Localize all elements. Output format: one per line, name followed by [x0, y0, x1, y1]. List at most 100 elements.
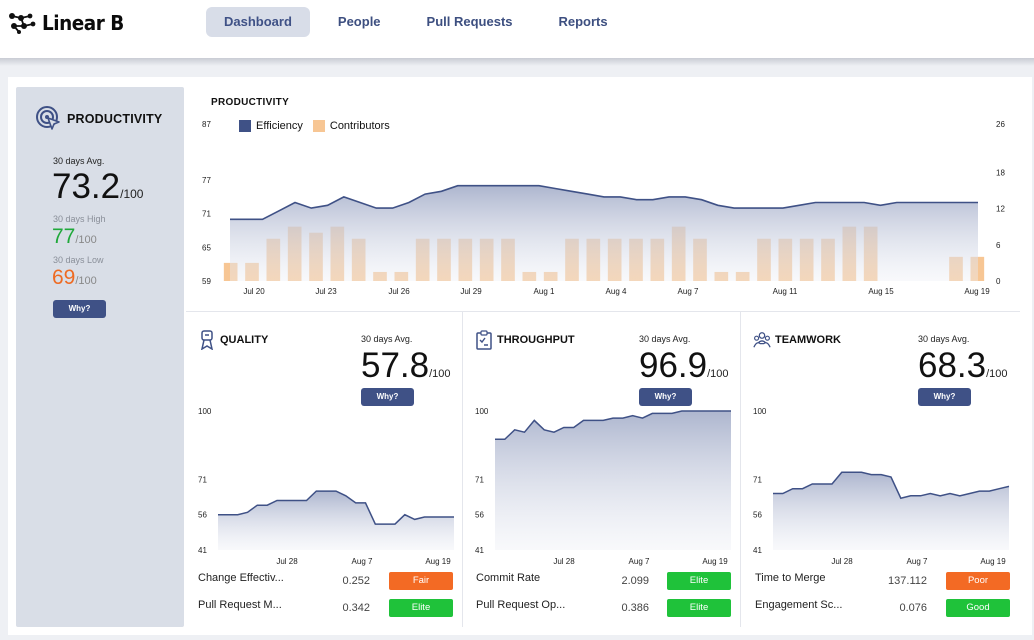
y-tick: 100 — [198, 407, 212, 416]
quality-metric-1-value: 0.252 — [342, 575, 370, 587]
low-label: 30 days Low — [53, 255, 104, 265]
nav-dashboard[interactable]: Dashboard — [206, 7, 310, 37]
y-right-tick: 26 — [996, 120, 1005, 129]
teamwork-avg-number: 68.3 — [918, 346, 987, 385]
teamwork-metric-1-name: Time to Merge — [755, 572, 826, 584]
y-left-tick: 59 — [202, 277, 211, 286]
throughput-metric-1-name: Commit Rate — [476, 572, 541, 584]
target-cursor-icon — [36, 106, 60, 130]
x-tick: Aug 7 — [678, 287, 699, 296]
productivity-chart-svg: 59 65 71 77 87 0 6 12 18 26 Jul 20 Jul 23 Jul 26 Jul … — [202, 120, 1005, 296]
y-tick: 56 — [753, 511, 762, 520]
quality-panel: QUALITY 30 days Avg. 57.8/100 Why? 41 56 7… — [186, 312, 464, 627]
teamwork-avg-unit: /100 — [986, 368, 1008, 380]
y-right-tick: 12 — [996, 205, 1005, 214]
x-tick: Aug 7 — [352, 557, 373, 566]
quality-chart: 41 56 71 100 Jul 28 Aug 7 Aug 19 — [198, 407, 454, 566]
x-tick: Aug 19 — [425, 557, 451, 566]
series-area — [495, 411, 731, 550]
teamwork-metric-2-name: Engagement Sc... — [755, 599, 843, 611]
x-tick: Jul 20 — [243, 287, 265, 296]
throughput-title: THROUGHPUT — [497, 334, 575, 346]
top-navigation-bar: Linear B Dashboard People Pull Requests … — [0, 0, 1034, 58]
throughput-avg-unit: /100 — [707, 368, 729, 380]
high-value: 77/100 — [52, 225, 97, 249]
nav-people[interactable]: People — [337, 14, 381, 29]
productivity-title: PRODUCTIVITY — [67, 112, 163, 126]
x-tick: Jul 26 — [388, 287, 410, 296]
clipboard-icon — [476, 330, 492, 350]
productivity-why-button[interactable]: Why? — [53, 300, 106, 318]
high-number: 77 — [52, 225, 76, 248]
low-unit: /100 — [75, 275, 97, 287]
linear-b-logo[interactable]: Linear B — [8, 10, 131, 36]
y-left-tick: 65 — [202, 243, 211, 252]
y-tick: 56 — [198, 511, 207, 520]
series-area — [218, 491, 454, 550]
throughput-metric-1-badge: Elite — [667, 572, 731, 590]
y-tick: 41 — [198, 546, 207, 555]
teamwork-chart: 41 56 71 100 Jul 28 Aug 7 Aug 19 — [753, 407, 1010, 566]
quality-metric-1-name: Change Effectiv... — [198, 572, 284, 584]
teamwork-metric-1-badge: Poor — [946, 572, 1010, 590]
x-tick: Aug 7 — [629, 557, 650, 566]
x-tick: Aug 19 — [980, 557, 1006, 566]
y-right-tick: 18 — [996, 168, 1005, 177]
contributors-swatch — [312, 120, 325, 132]
teamwork-why-button[interactable]: Why? — [918, 388, 971, 406]
throughput-avg-number: 96.9 — [639, 346, 708, 385]
teamwork-avg-value: 68.3/100 — [918, 346, 1008, 386]
teamwork-metric-1-value: 137.112 — [888, 575, 927, 587]
x-tick: Aug 1 — [534, 287, 555, 296]
low-value: 69/100 — [52, 266, 97, 290]
efficiency-area — [230, 185, 978, 281]
y-left-tick: 77 — [202, 176, 211, 185]
high-label: 30 days High — [53, 214, 106, 224]
chart-legend: Efficiency Contributors — [239, 120, 400, 132]
y-right-tick: 6 — [996, 241, 1001, 250]
quality-header: QUALITY — [198, 330, 268, 350]
efficiency-line — [230, 184, 978, 221]
quality-metric-2-value: 0.342 — [342, 602, 370, 614]
quality-metric-2-badge: Elite — [389, 599, 453, 617]
y-tick: 41 — [475, 546, 484, 555]
y-left-tick: 87 — [202, 120, 211, 129]
throughput-panel: THROUGHPUT 30 days Avg. 96.9/100 Why? 41… — [463, 312, 741, 627]
throughput-metric-1-value: 2.099 — [621, 575, 649, 587]
productivity-header: PRODUCTIVITY — [35, 105, 162, 133]
nav-pull-requests[interactable]: Pull Requests — [426, 14, 513, 29]
teamwork-avg-label: 30 days Avg. — [918, 334, 970, 344]
throughput-avg-label: 30 days Avg. — [639, 334, 691, 344]
quality-avg-label: 30 days Avg. — [361, 334, 413, 344]
quality-title: QUALITY — [220, 334, 269, 346]
nav-reports[interactable]: Reports — [558, 14, 608, 29]
y-tick: 71 — [475, 475, 484, 484]
throughput-header: THROUGHPUT — [475, 330, 575, 350]
throughput-metric-2-badge: Elite — [667, 599, 731, 617]
throughput-metric-2-value: 0.386 — [621, 602, 649, 614]
quality-avg-number: 57.8 — [361, 346, 430, 385]
legend-efficiency[interactable]: Efficiency — [239, 120, 303, 132]
x-tick: Aug 11 — [773, 287, 798, 296]
throughput-avg-value: 96.9/100 — [639, 346, 729, 386]
avg-unit: /100 — [120, 187, 144, 201]
legend-efficiency-label: Efficiency — [256, 120, 303, 132]
x-tick: Aug 7 — [907, 557, 928, 566]
y-tick: 41 — [753, 546, 762, 555]
y-tick: 71 — [753, 475, 762, 484]
x-tick: Jul 28 — [553, 557, 575, 566]
throughput-metric-2-name: Pull Request Op... — [476, 599, 566, 611]
avg-value: 73.2/100 — [52, 167, 143, 207]
teamwork-header: TEAMWORK — [753, 330, 841, 350]
throughput-why-button[interactable]: Why? — [639, 388, 692, 406]
main-nav: Dashboard People Pull Requests Reports — [206, 7, 636, 37]
series-area — [773, 472, 1009, 550]
quality-why-button[interactable]: Why? — [361, 388, 414, 406]
legend-contributors[interactable]: Contributors — [312, 120, 390, 132]
series-line — [218, 490, 454, 525]
productivity-summary: PRODUCTIVITY 30 days Avg. 73.2/100 30 da… — [16, 87, 184, 627]
throughput-chart: 41 56 71 100 Jul 28 Aug 7 Aug 19 — [475, 407, 731, 566]
panel-divider-1 — [462, 312, 463, 627]
y-right-tick: 0 — [996, 277, 1001, 286]
logo-text: Linear B — [42, 11, 124, 35]
